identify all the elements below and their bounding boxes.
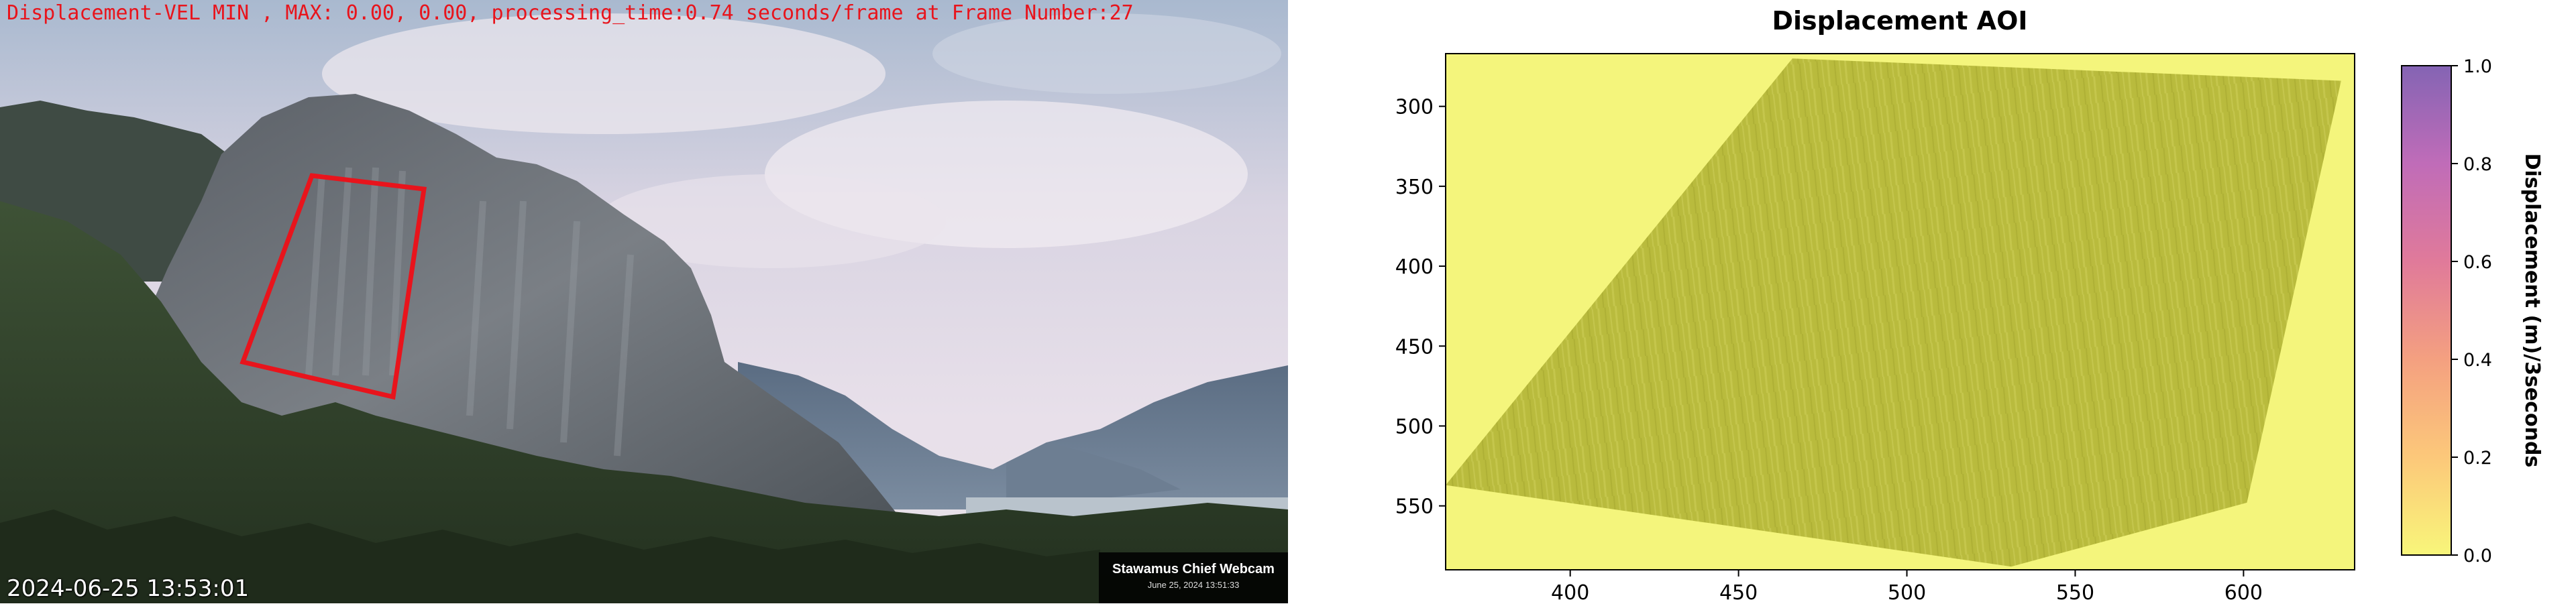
aoi-displacement-region xyxy=(1446,58,2341,567)
cloud xyxy=(932,13,1281,94)
frame-timestamp: 2024-06-25 13:53:01 xyxy=(7,575,250,602)
watermark-date: June 25, 2024 13:51:33 xyxy=(1147,580,1240,590)
watermark-title: Stawamus Chief Webcam xyxy=(1112,562,1275,577)
webcam-frame: Displacement-VEL MIN , MAX: 0.00, 0.00, … xyxy=(0,0,1288,603)
colorbar-tick-label: 0.2 xyxy=(2463,448,2492,469)
aoi-polygon xyxy=(239,173,427,400)
colorbar-tick-label: 0.6 xyxy=(2463,252,2492,273)
forest xyxy=(0,201,1288,603)
x-tick-label: 550 xyxy=(2056,581,2094,603)
displacement-chart-panel: Displacement AOI 400 450 500 550 600 300 350 4… xyxy=(1288,0,2576,605)
y-tick-label: 450 xyxy=(1395,335,1434,359)
plot-frame xyxy=(1445,53,2355,570)
y-tick-label: 350 xyxy=(1395,176,1434,199)
chart-title: Displacement AOI xyxy=(1772,6,2027,36)
colorbar-label: Displacement (m)/3seconds xyxy=(2520,154,2544,468)
cloud xyxy=(322,13,885,134)
distant-mountain xyxy=(738,362,1288,509)
webcam-scene xyxy=(0,0,1288,603)
y-tick-label: 300 xyxy=(1395,96,1434,119)
processing-overlay-text: Displacement-VEL MIN , MAX: 0.00, 0.00, … xyxy=(7,1,1134,25)
colorbar-tick-label: 0.4 xyxy=(2463,350,2492,371)
x-tick-label: 600 xyxy=(2224,581,2263,603)
y-tick-label: 500 xyxy=(1395,415,1434,438)
colorbar xyxy=(2401,65,2452,556)
foreground-trees xyxy=(0,509,1100,603)
colorbar-tick-label: 0.0 xyxy=(2463,546,2492,566)
y-tick-label: 400 xyxy=(1395,255,1434,279)
y-axis-ticks: 300 350 400 450 500 550 xyxy=(1395,96,1446,519)
colorbar-tick-label: 1.0 xyxy=(2463,56,2492,77)
x-tick-label: 450 xyxy=(1719,581,1758,603)
distant-mountain xyxy=(1006,442,1181,509)
x-axis-ticks: 400 450 500 550 600 xyxy=(1551,570,2263,605)
x-tick-label: 500 xyxy=(1888,581,1926,603)
colorbar-ticks: 0.0 0.2 0.4 0.6 0.8 1.0 xyxy=(2451,56,2492,566)
webcam-watermark: Stawamus Chief Webcam June 25, 2024 13:5… xyxy=(1099,552,1288,603)
x-tick-label: 400 xyxy=(1551,581,1589,603)
y-tick-label: 550 xyxy=(1395,495,1434,519)
rock-streaks xyxy=(305,167,634,457)
colorbar-tick-label: 0.8 xyxy=(2463,154,2492,175)
displacement-heatmap: Displacement AOI 400 450 500 550 600 300 350 4… xyxy=(1395,6,2544,605)
cloud xyxy=(597,174,946,268)
